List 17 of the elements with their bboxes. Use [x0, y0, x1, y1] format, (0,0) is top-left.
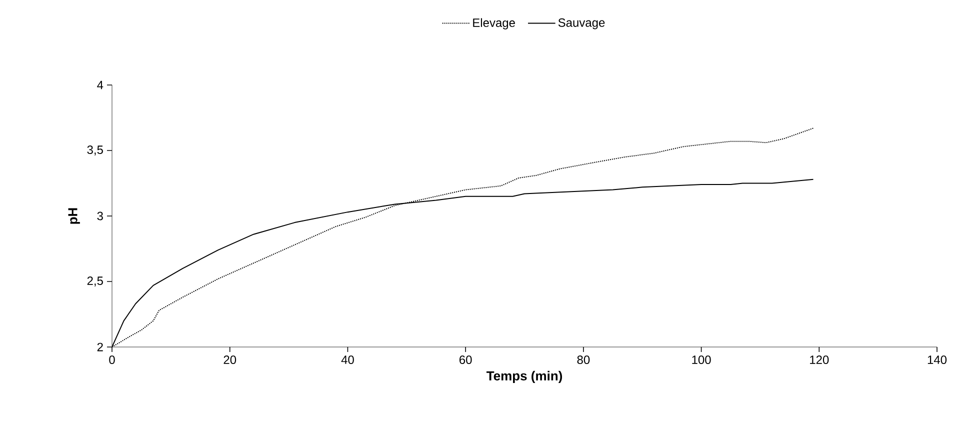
y-tick-label: 3,5 [87, 146, 103, 156]
y-tick-label: 4 [97, 80, 104, 90]
legend-label: Sauvage [558, 18, 605, 30]
x-tick-label: 100 [692, 356, 711, 364]
y-tick-label: 2,5 [87, 276, 103, 286]
x-tick-label: 40 [341, 356, 354, 364]
y-tick-label: 3 [97, 212, 103, 220]
legend-label: Elevage [473, 18, 515, 30]
x-axis-title: Temps (min) [486, 370, 562, 384]
y-tick-label: 2 [97, 342, 103, 352]
x-tick-label: 0 [109, 356, 115, 364]
x-tick-label: 60 [460, 356, 472, 364]
x-tick-label: 120 [810, 356, 829, 364]
x-tick-label: 20 [224, 356, 236, 364]
x-tick-label: 140 [928, 356, 947, 364]
y-axis-title: pH [68, 208, 80, 224]
x-tick-label: 80 [577, 356, 590, 364]
